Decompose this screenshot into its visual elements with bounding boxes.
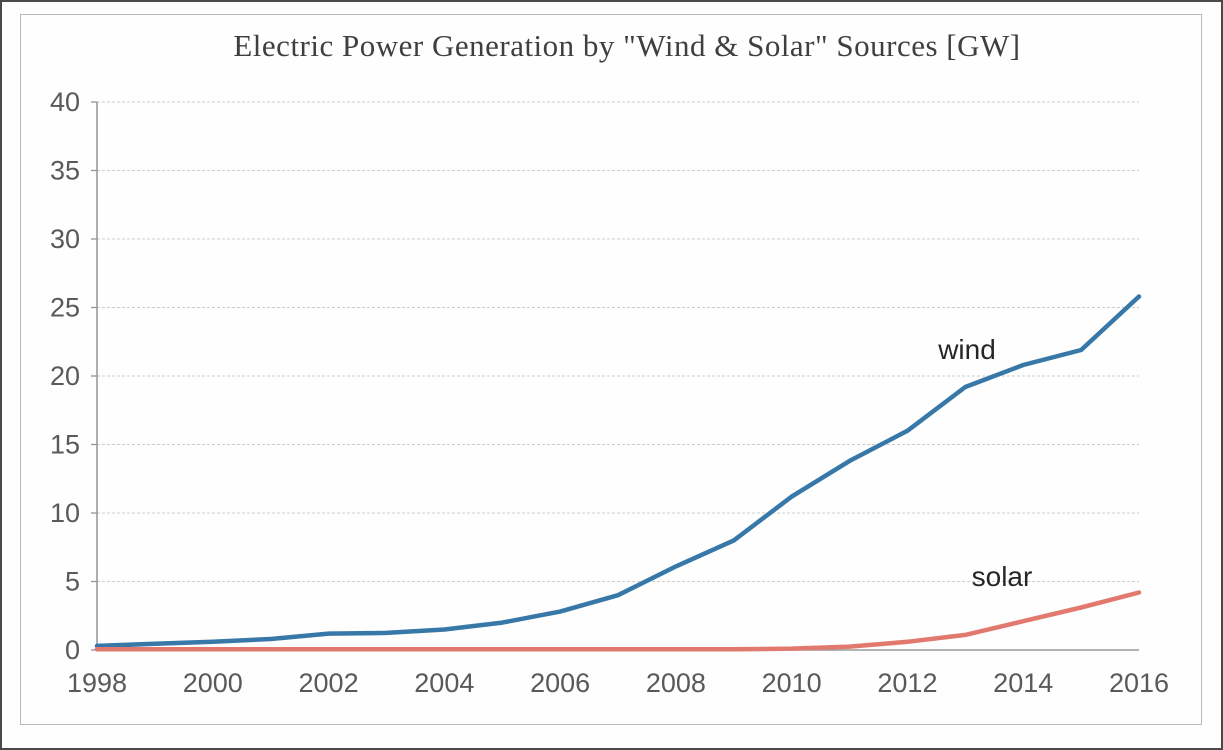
y-axis-label-30: 30 — [50, 224, 80, 254]
solar-series-label: solar — [972, 561, 1033, 592]
x-axis-label-2000: 2000 — [183, 668, 243, 698]
chart-outer-border — [20, 14, 1202, 725]
y-axis-label-40: 40 — [50, 87, 80, 117]
y-axis-label-25: 25 — [50, 293, 80, 323]
y-axis-label-15: 15 — [50, 430, 80, 460]
x-axis-label-2004: 2004 — [414, 668, 474, 698]
x-axis-label-2010: 2010 — [762, 668, 822, 698]
x-axis-label-2014: 2014 — [993, 668, 1053, 698]
y-axis-label-10: 10 — [50, 498, 80, 528]
chart-title: Electric Power Generation by "Wind & Sol… — [233, 28, 1021, 63]
x-axis-label-2002: 2002 — [299, 668, 359, 698]
solar-line — [94, 590, 1142, 652]
x-axis-label-2008: 2008 — [646, 668, 706, 698]
x-axis-label-2012: 2012 — [877, 668, 937, 698]
y-axis-label-5: 5 — [65, 567, 80, 597]
x-axis-label-1998: 1998 — [67, 668, 127, 698]
x-axis-label-2006: 2006 — [530, 668, 590, 698]
y-axis-label-20: 20 — [50, 361, 80, 391]
y-axis-label-0: 0 — [65, 635, 80, 665]
y-axis-label-35: 35 — [50, 156, 80, 186]
x-axis-label-2016: 2016 — [1109, 668, 1169, 698]
wind-line — [94, 294, 1142, 649]
wind-series-label: wind — [937, 334, 996, 365]
